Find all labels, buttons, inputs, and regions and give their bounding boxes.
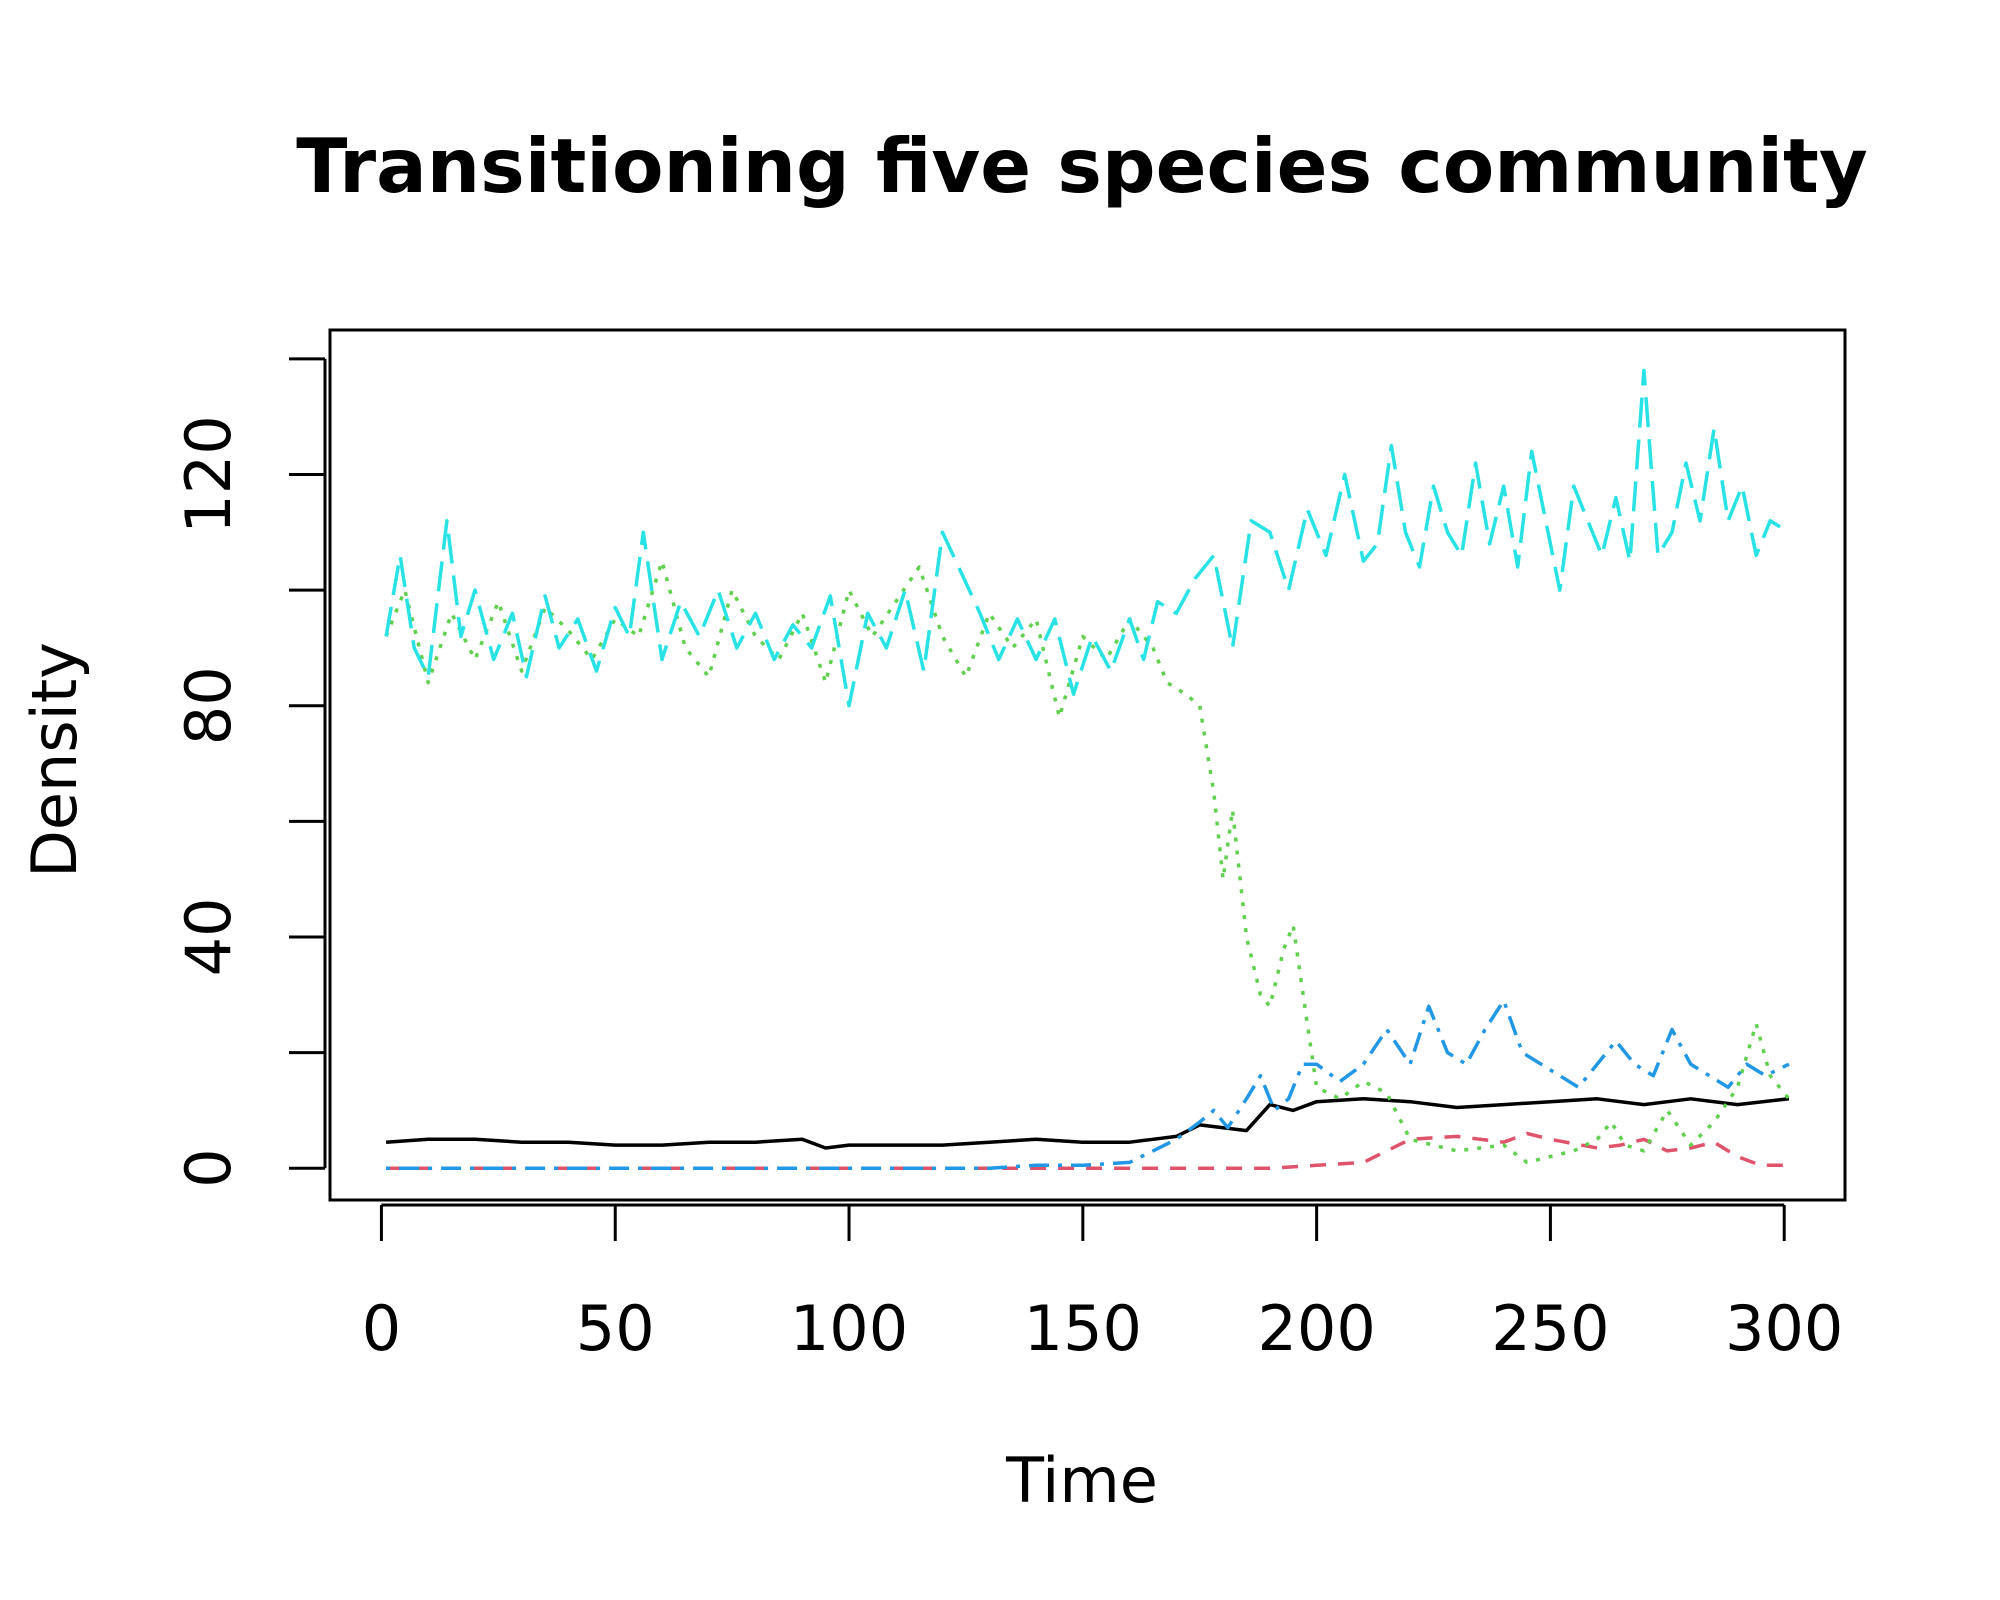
- series-line-4: [384, 368, 1790, 708]
- x-tick-label: 200: [1257, 1292, 1375, 1365]
- x-tick-label: 300: [1725, 1292, 1843, 1365]
- x-axis: 0 50 100 150 200 250 300: [362, 1203, 1843, 1365]
- chart-title: Transitioning five species community: [296, 122, 1868, 210]
- y-tick-label: 40: [172, 898, 245, 977]
- series-line-3: [384, 559, 1791, 1165]
- series-line-5: [386, 998, 1790, 1170]
- x-axis-label: Time: [1005, 1444, 1158, 1517]
- x-tick-label: 150: [1024, 1292, 1142, 1365]
- series-layer: [384, 368, 1791, 1170]
- x-tick-label: 250: [1491, 1292, 1609, 1365]
- series-line-2: [386, 1131, 1789, 1170]
- plot-frame: [328, 328, 1847, 1202]
- x-tick-label: 100: [790, 1292, 908, 1365]
- x-tick-label: 0: [362, 1292, 401, 1365]
- y-axis: 0 40 80 120: [172, 357, 327, 1188]
- y-axis-label: Density: [18, 642, 91, 878]
- y-tick-label: 80: [172, 666, 245, 745]
- y-tick-label: 120: [172, 415, 245, 533]
- y-tick-label: 0: [172, 1148, 245, 1187]
- x-tick-label: 50: [576, 1292, 655, 1365]
- series-line-1: [385, 1097, 1790, 1150]
